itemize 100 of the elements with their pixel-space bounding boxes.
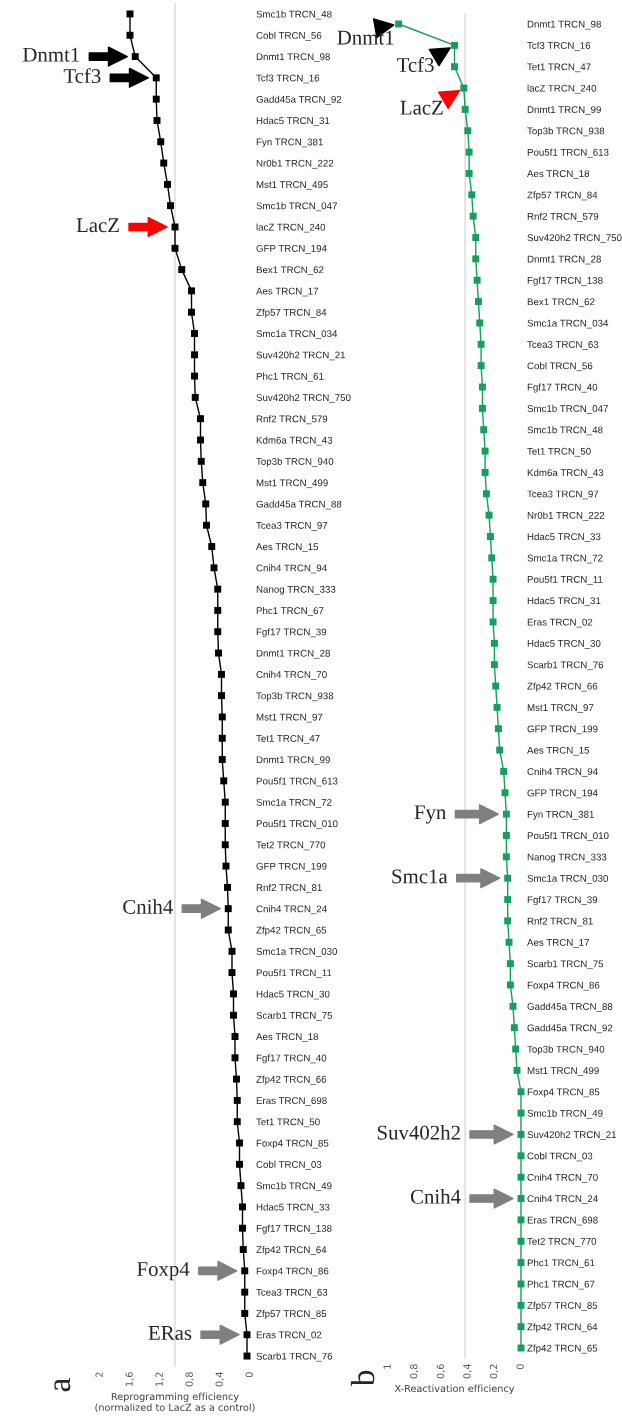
y-tick-label: Cobl TRCN_56 (256, 31, 322, 41)
y-tick-label: Smc1a TRCN_72 (256, 798, 332, 808)
y-tick-label: Nanog TRCN_333 (256, 585, 336, 595)
y-tick-label: Scarb1 TRCN_75 (527, 960, 604, 970)
y-tick-label: GFP TRCN_199 (256, 862, 327, 872)
y-tick-label: Zfp57 TRCN_84 (527, 191, 598, 201)
y-tick-label: Eras TRCN_02 (256, 1331, 322, 1341)
y-tick-label: Dnmt1 TRCN_99 (527, 106, 601, 115)
y-tick-label: Fgf17 TRCN_138 (256, 1224, 332, 1234)
y-tick-label: Top3b TRCN_938 (527, 127, 605, 137)
y-tick-label: Eras TRCN_698 (256, 1097, 327, 1106)
y-tick-label: Tcea3 TRCN_97 (256, 521, 328, 531)
y-tick-label: Cnih4 TRCN_94 (256, 564, 327, 574)
y-tick-label: Tet1 TRCN_47 (527, 63, 591, 73)
y-tick-label: Kdm6a TRCN_43 (256, 436, 333, 446)
y-tick-label: Hdac5 TRCN_33 (527, 532, 601, 542)
y-tick-label: Tcea3 TRCN_97 (527, 490, 599, 500)
y-tick-label: Fyn TRCN_381 (527, 810, 594, 820)
y-tick-label: Dnmt1 TRCN_98 (256, 53, 330, 63)
y-tick-label: Gadd45a TRCN_88 (256, 500, 342, 510)
y-tick-label: Tcf3 TRCN_16 (527, 41, 591, 51)
annotation: Dnmt1 (337, 30, 394, 45)
annotation: ERas (148, 1326, 192, 1340)
y-tick-label: Aes TRCN_17 (527, 939, 590, 948)
annotation: LacZ (76, 218, 119, 233)
y-tick-label: Fgf17 TRCN_40 (527, 383, 598, 393)
y-tick-label: Aes TRCN_18 (256, 1033, 319, 1042)
y-tick-label: Phc1 TRCN_67 (527, 1280, 595, 1290)
y-tick-label: Mst1 TRCN_97 (256, 713, 323, 723)
y-tick-label: Dnmt1 TRCN_99 (256, 756, 330, 766)
y-tick-label: Zfp42 TRCN_66 (527, 682, 598, 692)
y-tick-label: Top3b TRCN_938 (256, 692, 334, 702)
y-tick-label: Phc1 TRCN_61 (527, 1259, 595, 1269)
y-tick-label: Fgf17 TRCN_39 (527, 896, 598, 906)
y-tick-label: Eras TRCN_02 (527, 618, 593, 628)
annotation: LacZ (400, 100, 443, 115)
y-tick-label: Nr0b1 TRCN_222 (256, 159, 334, 169)
y-tick-label: Aes TRCN_17 (256, 287, 319, 297)
y-tick-label: Fgf17 TRCN_138 (527, 276, 603, 286)
y-tick-label: Mst1 TRCN_499 (527, 1067, 599, 1076)
x-tick-label: 0,8 (410, 1364, 419, 1379)
x-tick-label: 2 (95, 1372, 103, 1378)
y-tick-label: Aes TRCN_15 (527, 746, 590, 756)
y-tick-label: Scarb1 TRCN_75 (256, 1011, 333, 1021)
y-tick-label: Smc1b TRCN_48 (527, 426, 603, 436)
y-tick-label: Aes TRCN_15 (256, 543, 319, 552)
y-tick-label: GFP TRCN_199 (527, 725, 598, 735)
y-tick-label: Rnf2 TRCN_579 (256, 415, 328, 425)
y-tick-label: Rnf2 TRCN_81 (527, 917, 593, 927)
y-tick-label: lacZ TRCN_240 (527, 84, 597, 94)
y-tick-label: Zfp57 TRCN_85 (527, 1301, 598, 1311)
y-tick-label: Cobl TRCN_03 (527, 1152, 593, 1162)
y-tick-label: Foxp4 TRCN_85 (527, 1088, 600, 1098)
y-tick-label: Top3b TRCN_940 (527, 1045, 605, 1055)
y-tick-label: Tet1 TRCN_50 (527, 447, 591, 457)
y-tick-label: GFP TRCN_194 (256, 245, 327, 254)
y-tick-label: Fgf17 TRCN_40 (256, 1054, 327, 1064)
y-tick-label: Smc1b TRCN_48 (256, 10, 332, 20)
y-tick-label: Tet1 TRCN_50 (256, 1118, 320, 1128)
y-tick-label: Hdac5 TRCN_30 (256, 990, 330, 1000)
y-tick-label: Zfp42 TRCN_64 (256, 1246, 327, 1256)
y-tick-label: Pou5f1 TRCN_613 (256, 777, 338, 787)
x-tick-label: 1,6 (125, 1372, 134, 1386)
y-tick-label: Mst1 TRCN_499 (256, 479, 328, 489)
y-tick-label: Suv420h2 TRCN_750 (256, 393, 351, 403)
y-tick-label: Eras TRCN_698 (527, 1216, 598, 1226)
x-tick-label: 0,2 (489, 1364, 499, 1379)
y-tick-label: Gadd45a TRCN_88 (527, 1002, 613, 1012)
y-tick-label: Suv420h2 TRCN_750 (527, 234, 622, 243)
y-tick-label: Smc1b TRCN_047 (527, 404, 608, 414)
y-tick-label: Zfp57 TRCN_85 (256, 1309, 327, 1319)
x-tick-label: 0,8 (185, 1372, 194, 1387)
x-tick-label: 1 (383, 1364, 391, 1369)
y-tick-label: Zfp42 TRCN_65 (256, 926, 327, 936)
y-tick-label: Scarb1 TRCN_76 (256, 1352, 333, 1362)
y-tick-label: Zfp42 TRCN_66 (256, 1075, 327, 1085)
y-tick-label: Pou5f1 TRCN_613 (527, 148, 609, 158)
y-tick-label: Mst1 TRCN_97 (527, 704, 594, 713)
annotation: Suv402h2 (377, 1125, 460, 1140)
y-tick-label: Tcf3 TRCN_16 (256, 74, 320, 84)
y-tick-label: Smc1a TRCN_030 (527, 874, 609, 884)
y-tick-label: Phc1 TRCN_61 (256, 372, 324, 382)
y-tick-label: Nanog TRCN_333 (527, 853, 607, 863)
y-tick-label: Pou5f1 TRCN_010 (256, 819, 338, 829)
annotation: Foxp4 (137, 1262, 190, 1281)
y-tick-label: Smc1a TRCN_030 (256, 948, 338, 957)
text: a (54, 1378, 71, 1392)
y-tick-label: Cnih4 TRCN_24 (527, 1195, 598, 1204)
y-tick-label: Foxp4 TRCN_85 (256, 1139, 329, 1149)
y-tick-label: Smc1b TRCN_49 (256, 1182, 332, 1192)
y-tick-label: Top3b TRCN_940 (256, 457, 334, 467)
y-tick-label: Pou5f1 TRCN_010 (527, 831, 609, 841)
text: b (350, 1370, 375, 1387)
annotation: Tcf3 (63, 68, 101, 84)
y-tick-label: Hdac5 TRCN_31 (527, 597, 601, 607)
y-tick-label: Dnmt1 TRCN_98 (527, 20, 601, 30)
y-tick-label: Cnih4 TRCN_24 (256, 905, 327, 915)
y-tick-label: Bex1 TRCN_62 (527, 298, 595, 308)
x-axis-title: X-Reactivation efficiency (394, 1384, 515, 1394)
x-tick-label: 0 (516, 1364, 524, 1370)
